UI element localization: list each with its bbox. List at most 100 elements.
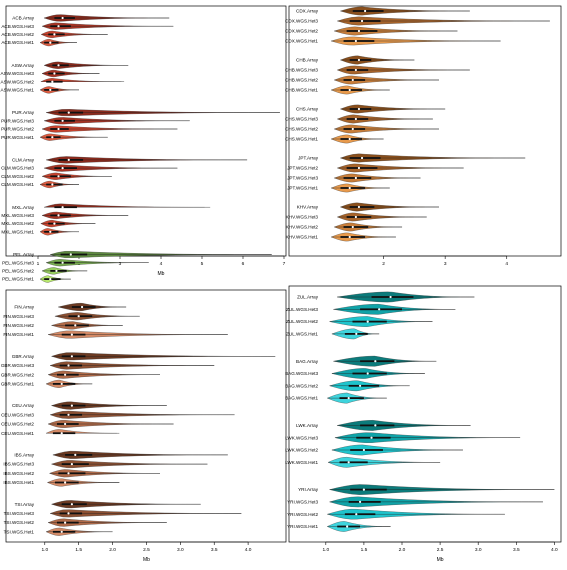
row-label: IBS.Array xyxy=(14,453,34,458)
iqr-box xyxy=(60,253,88,256)
iqr-box xyxy=(48,222,65,225)
violin-row: CEU.WGS.Het2 xyxy=(1,420,174,428)
row-label: JPT.WGS.Het2 xyxy=(287,166,318,171)
median-dot xyxy=(67,472,70,475)
median-dot xyxy=(362,488,366,491)
median-dot xyxy=(67,413,70,416)
violin-row: JPT.Array xyxy=(298,153,526,163)
row-label: CHB.WGS.Het3 xyxy=(285,68,318,73)
x-tick-label: 3 xyxy=(119,261,122,267)
row-label: CDX.WGS.Het1 xyxy=(285,39,318,44)
iqr-box xyxy=(343,226,369,228)
iqr-box xyxy=(61,463,89,465)
median-dot xyxy=(53,72,56,75)
row-label: ACB.Array xyxy=(12,16,34,21)
row-label: BAG.WGS.Het3 xyxy=(285,371,318,376)
iqr-box xyxy=(343,128,366,130)
iqr-box xyxy=(349,59,372,61)
row-label: CDX.Array xyxy=(296,9,319,14)
iqr-box xyxy=(71,306,96,308)
row-label: TSI.WGS.Het1 xyxy=(4,529,35,534)
row-label: PEL.WGS.Het1 xyxy=(2,277,34,282)
x-tick-label: 2.0 xyxy=(399,547,406,553)
iqr-box xyxy=(339,397,364,399)
violin-row: FIN.WGS.Het2 xyxy=(3,321,123,330)
iqr-box xyxy=(360,424,395,427)
iqr-box xyxy=(343,40,375,42)
chart-panel-top-left: 1234567MbACB.ArrayACB.WGS.Het3ACB.WGS.He… xyxy=(1,5,287,283)
violin-row: YRI.WGS.Het1 xyxy=(287,521,391,532)
x-tick-label: 1.5 xyxy=(75,547,82,553)
violin-row: ASW.WGS.Het3 xyxy=(1,69,100,78)
median-dot xyxy=(351,225,354,229)
violin-row: PEL.WGS.Het1 xyxy=(2,275,71,283)
violin-row: IBS.WGS.Het3 xyxy=(3,460,208,468)
x-tick-label: 3 xyxy=(444,261,447,267)
median-dot xyxy=(357,166,361,170)
iqr-box xyxy=(54,261,75,264)
row-label: FIN.WGS.Het2 xyxy=(3,323,34,328)
median-dot xyxy=(64,373,67,376)
median-dot xyxy=(348,137,351,141)
violin-row: CLM.WGS.Het2 xyxy=(1,172,112,180)
median-dot xyxy=(358,384,362,387)
row-label: ZUL.Array xyxy=(297,295,319,300)
row-label: MXL.WGS.Het1 xyxy=(1,229,34,234)
median-dot xyxy=(57,127,60,131)
iqr-box xyxy=(346,167,378,169)
median-dot xyxy=(49,278,52,281)
iqr-box xyxy=(54,167,77,169)
median-dot xyxy=(366,320,369,323)
row-label: LWK.WGS.Het2 xyxy=(285,448,318,453)
iqr-box xyxy=(50,175,71,178)
median-dot xyxy=(57,64,60,67)
row-label: MXL.Array xyxy=(12,205,34,210)
row-label: ZUL.WGS.Het2 xyxy=(286,319,318,324)
row-label: TSI.WGS.Het3 xyxy=(4,511,35,516)
row-label: KHV.WGS.Het2 xyxy=(286,225,319,230)
median-dot xyxy=(57,214,60,217)
median-dot xyxy=(51,136,54,139)
iqr-box xyxy=(54,119,75,122)
x-axis-label: Mb xyxy=(143,557,150,563)
x-tick-label: 2 xyxy=(382,261,385,267)
violin-row: YRI.WGS.Het2 xyxy=(287,508,505,520)
x-tick-label: 4.0 xyxy=(551,547,558,553)
iqr-box xyxy=(48,72,65,75)
x-axis-label: Mb xyxy=(158,271,165,277)
violin-row: CEU.WGS.Het3 xyxy=(1,410,235,419)
median-dot xyxy=(360,156,364,160)
violin-row: YRI.Array xyxy=(298,484,555,495)
violin-row: LWK.WGS.Het1 xyxy=(285,456,441,468)
row-label: CEU.WGS.Het1 xyxy=(1,431,34,436)
violin-row: MXL.WGS.Het2 xyxy=(1,220,96,228)
row-label: CHS.WGS.Het3 xyxy=(285,117,318,122)
iqr-box xyxy=(46,183,63,186)
violin-row: ACB.WGS.Het3 xyxy=(1,22,174,30)
row-label: GBR.WGS.Het2 xyxy=(1,372,35,377)
x-tick-label: 2.0 xyxy=(109,547,116,553)
iqr-box xyxy=(349,157,381,159)
violin-row: MXL.WGS.Het1 xyxy=(1,228,79,236)
iqr-box xyxy=(352,10,384,12)
violin-row: JPT.WGS.Het1 xyxy=(287,183,390,193)
violin-row: CHS.WGS.Het1 xyxy=(285,134,384,144)
iqr-box xyxy=(65,324,89,327)
row-label: KHV.WGS.Het1 xyxy=(286,235,319,240)
row-label: YRI.Array xyxy=(298,487,319,492)
row-label: GBR.Array xyxy=(12,354,35,359)
row-label: PEL.Array xyxy=(13,252,35,257)
row-label: JPT.WGS.Het1 xyxy=(287,186,318,191)
median-dot xyxy=(351,78,354,82)
row-label: PUR.WGS.Het1 xyxy=(1,135,34,140)
row-label: FIN.Array xyxy=(14,305,34,310)
median-dot xyxy=(61,206,64,209)
row-label: YRI.WGS.Het1 xyxy=(287,524,318,529)
row-label: FIN.WGS.Het1 xyxy=(3,332,34,337)
row-label: CEU.Array xyxy=(12,403,35,408)
violin-row: ZUL.WGS.Het1 xyxy=(286,328,380,340)
iqr-box xyxy=(346,118,369,120)
violin-row: BAG.WGS.Het2 xyxy=(285,380,410,392)
x-tick-label: 1.0 xyxy=(322,547,329,553)
